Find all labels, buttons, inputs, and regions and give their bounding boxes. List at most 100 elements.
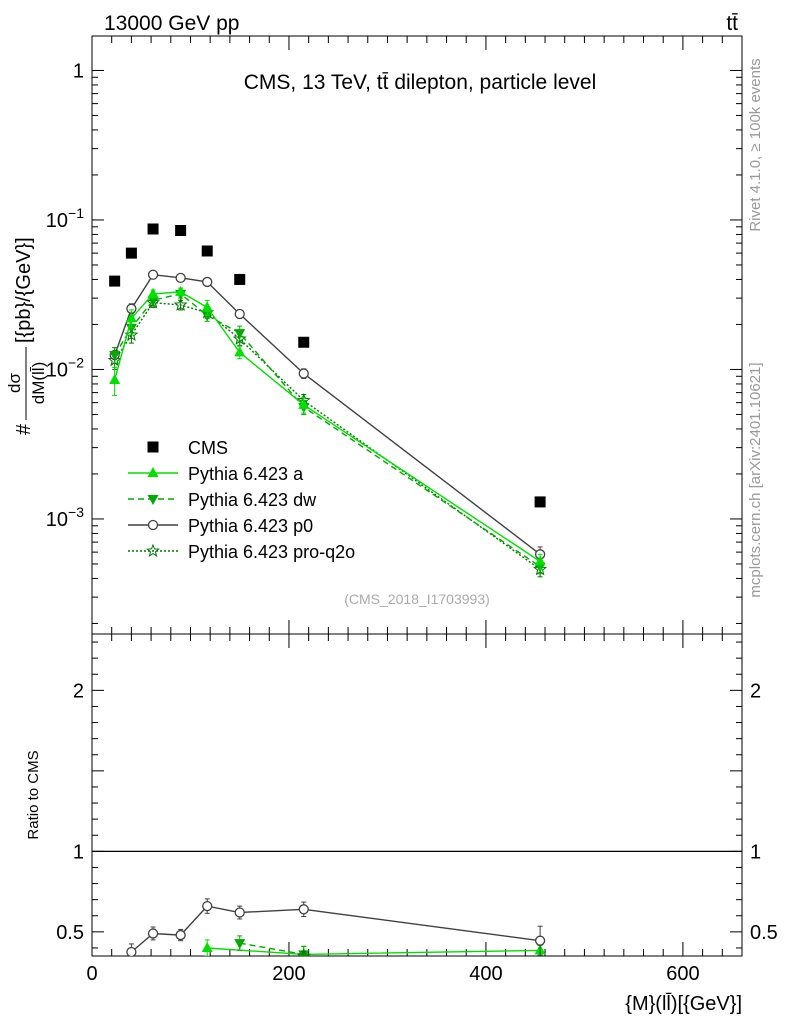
data-point-pythia-a: [298, 398, 310, 409]
y-tick-label: 10−1: [46, 205, 84, 232]
series-line-pythia-dw: [239, 942, 304, 956]
legend-item: CMS: [147, 438, 228, 458]
data-point-cms: [298, 336, 310, 348]
ratio-y-axis-label: Ratio to CMS: [25, 750, 42, 839]
series-line-pythia-p0: [130, 905, 541, 953]
series-pythia-a: [109, 285, 546, 570]
legend-marker: [147, 441, 159, 453]
legend-marker: [147, 467, 159, 477]
data-point-pythia-a: [201, 301, 213, 312]
y-axis-label-hash: #: [13, 423, 35, 435]
legend-label: Pythia 6.423 pro-q2o: [188, 542, 355, 562]
series-pythia-p0: [126, 898, 546, 956]
main-plot-panel: 110−110−210−3#dσ dM(ll̄)[{pb}/{GeV}]CMS, …: [5, 35, 743, 635]
data-point-pythia-p0: [298, 904, 309, 915]
legend-marker: [147, 495, 159, 505]
y-tick-label-exponent: −2: [68, 354, 84, 370]
data-point-pythia-p0: [534, 935, 546, 946]
header-process-label: 13000 GeV pp: [104, 12, 239, 35]
data-point-pythia-pro-q2o: [173, 297, 188, 311]
data-point-pythia-a: [125, 312, 137, 323]
ratio-tick-label: 2: [73, 680, 84, 702]
legend-item: Pythia 6.423 a: [128, 464, 304, 484]
data-point-pythia-dw: [234, 939, 246, 950]
legend-marker: [145, 543, 161, 557]
legend: CMS Pythia 6.423 a Pythia 6.423 dw Pythia 6…: [128, 438, 355, 562]
x-tick-label: 600: [666, 963, 699, 985]
data-point-pythia-p0: [175, 272, 186, 283]
series-line-pythia-a: [114, 291, 541, 562]
mcplots-source-label: mcplots.cern.ch [arXiv:2401.10621]: [747, 362, 764, 597]
rivet-version-label: Rivet 4.1.0, ≥ 100k events: [747, 58, 764, 231]
data-point-pythia-dw: [234, 329, 246, 340]
legend-label: Pythia 6.423 dw: [188, 490, 317, 510]
data-point-cms: [109, 275, 121, 287]
data-point-pythia-pro-q2o: [296, 948, 311, 956]
ratio-frame: [91, 633, 743, 957]
x-ticks: 0 200 400 600: [86, 634, 743, 985]
chart-title: CMS, 13 TeV, tt̄ dilepton, particle leve…: [244, 71, 597, 94]
main-y-ticks: 110−110−210−3: [46, 60, 742, 624]
data-point-pythia-a: [234, 346, 246, 357]
ratio-tick-label: 0.5: [750, 922, 778, 944]
series-pythia-pro-q2o: [296, 948, 311, 956]
data-point-pythia-p0: [147, 928, 159, 939]
data-point-pythia-p0: [175, 929, 186, 941]
data-point-pythia-a: [147, 287, 159, 298]
legend-item: Pythia 6.423 p0: [128, 516, 313, 536]
ratio-plot-panel: 0 200 400 600 {M}(ll̄)[{GeV}] 0.5 0.5 1 1 2 2 Ratio…: [25, 633, 778, 1015]
data-point-pythia-a: [534, 555, 546, 566]
ratio-tick-label: 1: [750, 841, 761, 863]
y-tick-label: 10−3: [46, 504, 84, 531]
data-point-pythia-a: [109, 374, 121, 385]
y-tick-label-base: 10: [46, 509, 68, 531]
data-point-pythia-p0: [234, 907, 245, 918]
analysis-watermark: (CMS_2018_I1703993): [344, 591, 490, 607]
legend-label: Pythia 6.423 a: [188, 464, 304, 484]
ratio-y-ticks: 0.5 0.5 1 1 2 2: [56, 641, 778, 949]
data-point-cms: [175, 225, 187, 237]
y-tick-label-exponent: −1: [68, 205, 84, 221]
ratio-series-group: [126, 898, 546, 956]
y-tick-label-base: 10: [46, 359, 68, 381]
data-point-cms: [234, 273, 246, 285]
series-pythia-pro-q2o: [107, 295, 548, 578]
series-line-pythia-a: [207, 947, 541, 956]
ratio-tick-label: 1: [73, 841, 84, 863]
y-tick-label-exponent: −3: [68, 504, 84, 520]
data-point-cms: [147, 223, 159, 235]
data-point-pythia-p0: [298, 368, 309, 379]
x-tick-label: 400: [469, 963, 502, 985]
data-point-pythia-p0: [147, 269, 159, 280]
y-tick-label: 10−2: [46, 354, 84, 381]
data-point-pythia-p0: [202, 276, 213, 288]
y-tick-label: 1: [73, 60, 84, 82]
x-axis-label: {M}(ll̄)[{GeV}]: [625, 992, 742, 1015]
legend-item: Pythia 6.423 pro-q2o: [128, 542, 355, 562]
series-line-pythia-pro-q2o: [114, 301, 541, 570]
legend-item: Pythia 6.423 dw: [128, 490, 317, 510]
data-point-pythia-dw: [109, 350, 121, 361]
data-point-pythia-dw: [201, 311, 213, 322]
x-tick-label: 200: [272, 963, 305, 985]
series-pythia-dw: [109, 289, 546, 575]
y-axis-label-denominator: dM(ll̄): [29, 362, 48, 405]
data-point-pythia-p0: [202, 900, 213, 912]
data-point-pythia-p0: [234, 308, 245, 320]
ratio-tick-label: 2: [750, 680, 761, 702]
data-point-pythia-a: [175, 285, 187, 296]
data-point-pythia-p0: [126, 946, 137, 956]
data-point-pythia-a: [201, 941, 213, 952]
y-tick-label-base: 10: [46, 210, 68, 232]
legend-label: Pythia 6.423 p0: [188, 516, 313, 536]
y-axis-label: # dσ dM(ll̄) [{pb}/{GeV}]: [5, 237, 48, 435]
ratio-tick-label: 0.5: [56, 922, 84, 944]
series-pythia-dw: [234, 935, 310, 956]
legend-label: CMS: [188, 438, 228, 458]
series-line-pythia-dw: [114, 293, 541, 568]
legend-marker: [147, 519, 159, 531]
data-point-pythia-dw: [147, 296, 159, 307]
x-tick-label: 0: [86, 963, 97, 985]
data-point-cms: [201, 245, 213, 257]
